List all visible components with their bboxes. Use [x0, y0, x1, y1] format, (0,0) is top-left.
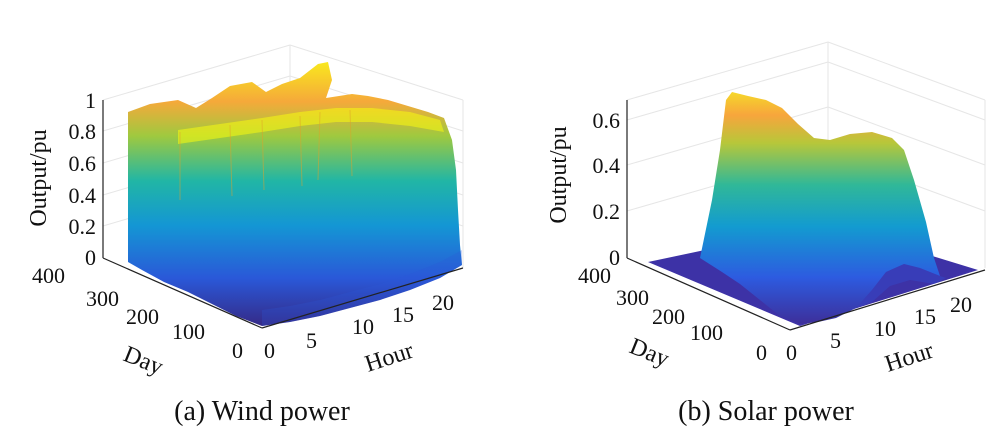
solar-x-ticks: 0 5 10 15 20: [786, 292, 972, 365]
wind-top-highlight: [178, 108, 444, 144]
wind-x-tick-0: 0: [264, 338, 275, 363]
wind-caption: (a) Wind power: [174, 396, 350, 427]
solar-x-tick-20: 20: [950, 292, 972, 317]
solar-x-tick-5: 5: [830, 328, 841, 353]
solar-z-ticks: 0.6 0.4 0.2 0: [593, 108, 621, 270]
solar-z-label: Output/pu: [546, 126, 572, 223]
wind-front-shade: [262, 250, 462, 326]
solar-shade: [856, 264, 946, 308]
wind-z-tick-0.4: 0.4: [69, 183, 97, 208]
solar-z-tick-0.4: 0.4: [593, 153, 621, 178]
wind-z-ticks: 1 0.8 0.6 0.4 0.2 0: [69, 88, 97, 270]
solar-grid: [626, 41, 986, 268]
solar-caption: (b) Solar power: [678, 396, 854, 427]
wind-x-tick-5: 5: [306, 328, 317, 353]
solar-x-label: Hour: [882, 338, 937, 378]
wind-axes: [102, 100, 464, 329]
wind-x-ticks: 0 5 10 15 20: [264, 290, 454, 363]
wind-z-tick-0: 0: [85, 245, 96, 270]
panel-solar: 0.6 0.4 0.2 0 Output/pu 400 300 200 100 …: [546, 41, 986, 427]
solar-z-tick-0.2: 0.2: [593, 199, 621, 224]
solar-y-tick-400: 400: [578, 263, 611, 288]
wind-y-tick-0: 0: [232, 338, 243, 363]
solar-y-label: Day: [626, 333, 673, 372]
wind-z-tick-1: 1: [85, 88, 96, 113]
wind-ridges: [179, 109, 353, 200]
wind-x-tick-10: 10: [352, 314, 374, 339]
solar-x-tick-15: 15: [914, 304, 936, 329]
wind-y-tick-300: 300: [86, 286, 119, 311]
wind-y-tick-200: 200: [126, 304, 159, 329]
solar-z-tick-0: 0: [609, 245, 620, 270]
wind-x-tick-20: 20: [432, 290, 454, 315]
solar-y-ticks: 400 300 200 100 0: [578, 263, 767, 365]
wind-y-tick-100: 100: [172, 319, 205, 344]
panel-wind: 1 0.8 0.6 0.4 0.2 0 Output/pu 400 300 20…: [26, 44, 464, 427]
solar-y-tick-300: 300: [616, 285, 649, 310]
wind-y-label: Day: [120, 341, 167, 380]
solar-x-tick-0: 0: [786, 340, 797, 365]
solar-y-tick-100: 100: [690, 320, 723, 345]
wind-y-ticks: 400 300 200 100 0: [32, 263, 243, 363]
wind-x-tick-15: 15: [392, 302, 414, 327]
wind-z-tick-0.6: 0.6: [69, 151, 97, 176]
solar-y-tick-0: 0: [756, 340, 767, 365]
wind-z-label: Output/pu: [26, 129, 52, 226]
solar-z-tick-0.6: 0.6: [593, 108, 621, 133]
wind-y-tick-400: 400: [32, 263, 65, 288]
solar-x-tick-10: 10: [874, 316, 896, 341]
wind-z-tick-0.8: 0.8: [69, 119, 97, 144]
solar-axes: [626, 100, 986, 331]
solar-surface: [700, 92, 940, 324]
wind-x-label: Hour: [362, 338, 417, 378]
solar-y-tick-200: 200: [652, 304, 685, 329]
wind-z-tick-0.2: 0.2: [69, 214, 97, 239]
